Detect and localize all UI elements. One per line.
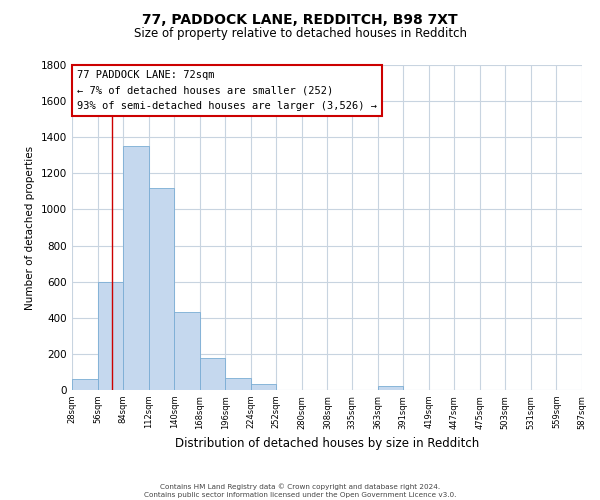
Text: 77 PADDOCK LANE: 72sqm
← 7% of detached houses are smaller (252)
93% of semi-det: 77 PADDOCK LANE: 72sqm ← 7% of detached … bbox=[77, 70, 377, 111]
Bar bbox=[123, 146, 149, 390]
Bar bbox=[174, 312, 200, 390]
Bar bbox=[251, 384, 277, 390]
Text: Contains HM Land Registry data © Crown copyright and database right 2024.
Contai: Contains HM Land Registry data © Crown c… bbox=[144, 484, 456, 498]
Text: Size of property relative to detached houses in Redditch: Size of property relative to detached ho… bbox=[133, 28, 467, 40]
Bar bbox=[200, 358, 225, 390]
Bar bbox=[225, 378, 251, 390]
Bar bbox=[149, 188, 174, 390]
Bar bbox=[377, 386, 403, 390]
Y-axis label: Number of detached properties: Number of detached properties bbox=[25, 146, 35, 310]
X-axis label: Distribution of detached houses by size in Redditch: Distribution of detached houses by size … bbox=[175, 437, 479, 450]
Bar bbox=[98, 282, 123, 390]
Text: 77, PADDOCK LANE, REDDITCH, B98 7XT: 77, PADDOCK LANE, REDDITCH, B98 7XT bbox=[142, 12, 458, 26]
Bar bbox=[72, 379, 98, 390]
